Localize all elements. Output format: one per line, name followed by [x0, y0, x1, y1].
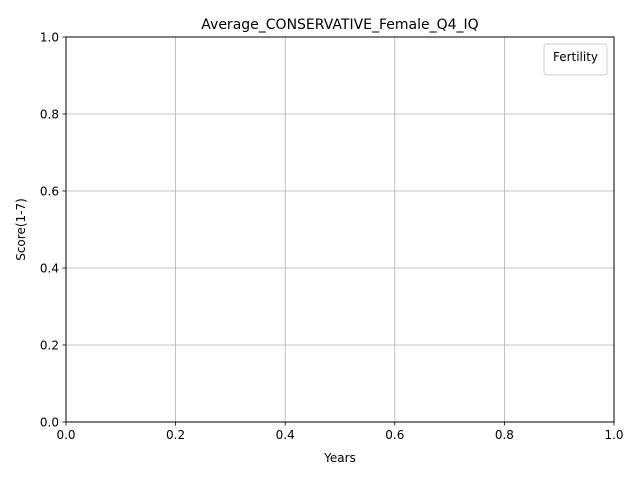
y-tick-label: 0.4: [40, 261, 59, 275]
x-tick-label: 0.2: [166, 428, 185, 442]
y-tick-label: 0.2: [40, 338, 59, 352]
y-tick-label: 0.6: [40, 184, 59, 198]
legend[interactable]: Fertility: [543, 43, 608, 76]
x-tick-label: 0.6: [385, 428, 404, 442]
y-axis: 0.0 0.2 0.4 0.6 0.8 1.0: [40, 30, 66, 429]
x-tick-label: 1.0: [604, 428, 623, 442]
legend-title: Fertility: [553, 50, 598, 64]
x-axis: 0.0 0.2 0.4 0.6 0.8 1.0: [56, 422, 624, 442]
grid: [65, 36, 615, 423]
y-tick-label: 0.8: [40, 107, 59, 121]
y-tick-label: 0.0: [40, 415, 59, 429]
y-tick-label: 1.0: [40, 30, 59, 44]
x-tick-label: 0.8: [495, 428, 514, 442]
x-tick-label: 0.4: [276, 428, 295, 442]
y-axis-label: Score(1-7): [14, 198, 28, 261]
plot-frame: [65, 36, 615, 423]
x-tick-label: 0.0: [56, 428, 75, 442]
legend-box: [543, 43, 608, 76]
x-axis-label: Years: [323, 451, 356, 465]
chart-title: Average_CONSERVATIVE_Female_Q4_IQ: [201, 17, 478, 33]
